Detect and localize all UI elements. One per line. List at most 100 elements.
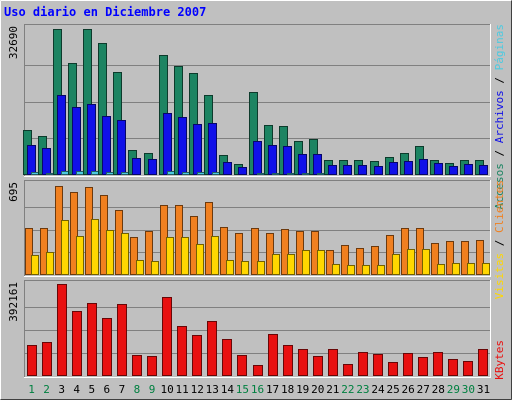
x-tick-label-day-15: 15 [236,383,249,396]
x-tick-label-day-31: 31 [477,383,490,396]
x-tick-label-day-20: 20 [311,383,324,396]
bar-archivos-day-19 [298,154,307,175]
x-tick-label-day-28: 28 [432,383,445,396]
bar-visitas-day-2 [46,252,54,275]
x-tick-label-day-5: 5 [88,383,95,396]
bar-archivos-day-27 [419,159,428,175]
bar-clientes-day-24 [371,246,379,275]
bar-visitas-day-5 [91,219,99,275]
x-tick-label-day-29: 29 [447,383,460,396]
bar-visitas-day-17 [272,254,280,275]
bar-kbytes-day-31 [478,349,488,376]
bar-kbytes-day-12 [192,335,202,376]
legend-accesos: Accesos [493,163,506,209]
bar-kbytes-day-16 [253,365,263,376]
bar-archivos-day-15 [238,167,247,175]
bar-visitas-day-6 [106,230,114,275]
bar-clientes-day-22 [341,245,349,275]
bar-archivos-day-26 [404,161,413,175]
x-tick-label-day-23: 23 [356,383,369,396]
bar-archivos-day-8 [132,158,141,175]
bar-archivos-day-21 [328,165,337,175]
bar-archivos-day-13 [208,123,217,175]
bar-kbytes-day-21 [328,349,338,376]
bar-kbytes-day-30 [463,361,473,376]
x-tick-label-day-30: 30 [462,383,475,396]
bar-archivos-day-2 [42,148,51,175]
x-tick-label-day-12: 12 [191,383,204,396]
bar-archivos-day-5 [87,104,96,175]
bar-visitas-day-12 [196,244,204,275]
y-max-label: 32690 [7,26,20,59]
panel-bottom: 392161 [7,280,491,378]
x-tick-label-day-18: 18 [281,383,294,396]
x-tick-label-day-11: 11 [176,383,189,396]
bar-visitas-day-4 [76,236,84,275]
y-max-label: 392161 [7,282,20,322]
bar-kbytes-day-13 [207,321,217,376]
bar-kbytes-day-6 [102,318,112,376]
legend-clientes: Clientes [493,180,506,240]
bar-visitas-day-14 [226,260,234,275]
bar-kbytes-day-26 [403,353,413,376]
bar-clientes-day-30 [461,241,469,275]
bar-archivos-day-7 [117,120,126,175]
x-tick-label-day-17: 17 [266,383,279,396]
x-tick-label-day-14: 14 [221,383,235,396]
bar-visitas-day-9 [151,261,159,275]
bar-visitas-day-8 [136,260,144,275]
bar-kbytes-day-17 [268,334,278,376]
legend-group-2: Visitas / Clientes [493,180,506,299]
x-tick-label-day-16: 16 [251,383,264,396]
bar-clientes-day-18 [281,229,289,275]
bar-archivos-day-20 [313,154,322,175]
bar-visitas-day-28 [437,264,445,275]
x-tick-label-day-2: 2 [43,383,50,396]
bar-kbytes-day-3 [57,284,67,376]
bar-visitas-day-22 [347,265,355,275]
bar-archivos-day-17 [268,145,277,175]
bar-visitas-day-24 [377,265,385,275]
bar-clientes-day-1 [25,228,33,275]
x-tick-label-day-24: 24 [371,383,385,396]
bar-clientes-day-31 [476,240,484,275]
bar-archivos-day-31 [479,165,488,175]
bar-kbytes-day-24 [373,354,383,376]
bar-clientes-day-29 [446,241,454,275]
bar-visitas-day-13 [211,236,219,275]
legend-group-1: Accesos / Archivos / Páginas [493,24,506,209]
bar-kbytes-day-11 [177,326,187,376]
bar-visitas-day-15 [241,261,249,275]
bar-kbytes-day-19 [298,349,308,376]
bar-clientes-day-28 [431,243,439,275]
bar-visitas-day-1 [31,255,39,275]
bar-archivos-day-30 [464,164,473,175]
bar-archivos-day-14 [223,162,232,175]
x-tick-label-day-6: 6 [104,383,111,396]
bar-clientes-day-21 [326,250,334,275]
bar-archivos-day-6 [102,116,111,175]
bar-visitas-day-18 [287,254,295,275]
bar-kbytes-day-23 [358,352,368,376]
panel-top: 32690 [7,24,491,177]
bar-kbytes-day-5 [87,303,97,376]
bar-visitas-day-7 [121,233,129,275]
bar-visitas-day-23 [362,265,370,275]
bar-visitas-day-31 [482,263,490,275]
bar-clientes-day-23 [356,248,364,275]
bar-kbytes-day-1 [27,345,37,376]
bar-archivos-day-28 [434,163,443,175]
legend-kbytes: KBytes [493,340,506,380]
bar-clientes-day-16 [251,228,259,275]
bar-kbytes-day-28 [433,352,443,376]
panels-layer: 32690 695 392161 [7,24,491,378]
bar-visitas-day-27 [422,249,430,275]
x-tick-label-day-10: 10 [160,383,173,396]
bar-archivos-day-16 [253,141,262,175]
bar-archivos-day-29 [449,166,458,175]
bar-kbytes-day-10 [162,297,172,376]
legend-separator: / [493,150,506,163]
bar-kbytes-day-25 [388,362,398,376]
